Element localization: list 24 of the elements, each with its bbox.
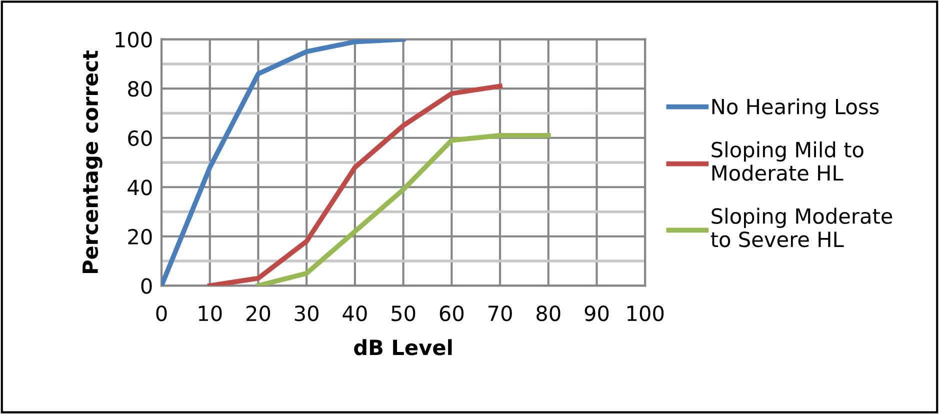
y-tick-label: 60: [128, 130, 152, 146]
x-tick-label: 90: [584, 305, 609, 322]
x-tick-label: 0: [156, 305, 167, 322]
x-tick-label: 20: [246, 305, 270, 322]
x-tick-label: 30: [294, 305, 318, 322]
x-tick-label: 70: [488, 305, 512, 322]
y-tick-label: 80: [128, 81, 152, 97]
x-tick-label: 10: [198, 305, 222, 322]
y-tick-label: 100: [116, 32, 152, 48]
y-tick-label: 40: [128, 180, 152, 196]
x-tick-label: 40: [342, 305, 367, 322]
y-axis-title: Percentage correct: [82, 50, 102, 274]
y-tick-label: 0: [141, 278, 152, 294]
line-series: [256, 132, 551, 286]
line-series: [207, 84, 502, 286]
y-tick-label: 20: [128, 228, 152, 245]
x-tick-label: 80: [536, 305, 560, 322]
legend-label: Sloping Mild to Moderate HL: [712, 141, 864, 181]
x-tick-label: 60: [440, 305, 464, 322]
x-tick-label: 100: [628, 305, 664, 322]
legend-label: No Hearing Loss: [712, 98, 879, 118]
x-tick-label: 50: [392, 305, 416, 322]
x-axis-title: dB Level: [354, 339, 452, 356]
legend-label: Sloping Moderate to Severe HL: [710, 208, 892, 248]
